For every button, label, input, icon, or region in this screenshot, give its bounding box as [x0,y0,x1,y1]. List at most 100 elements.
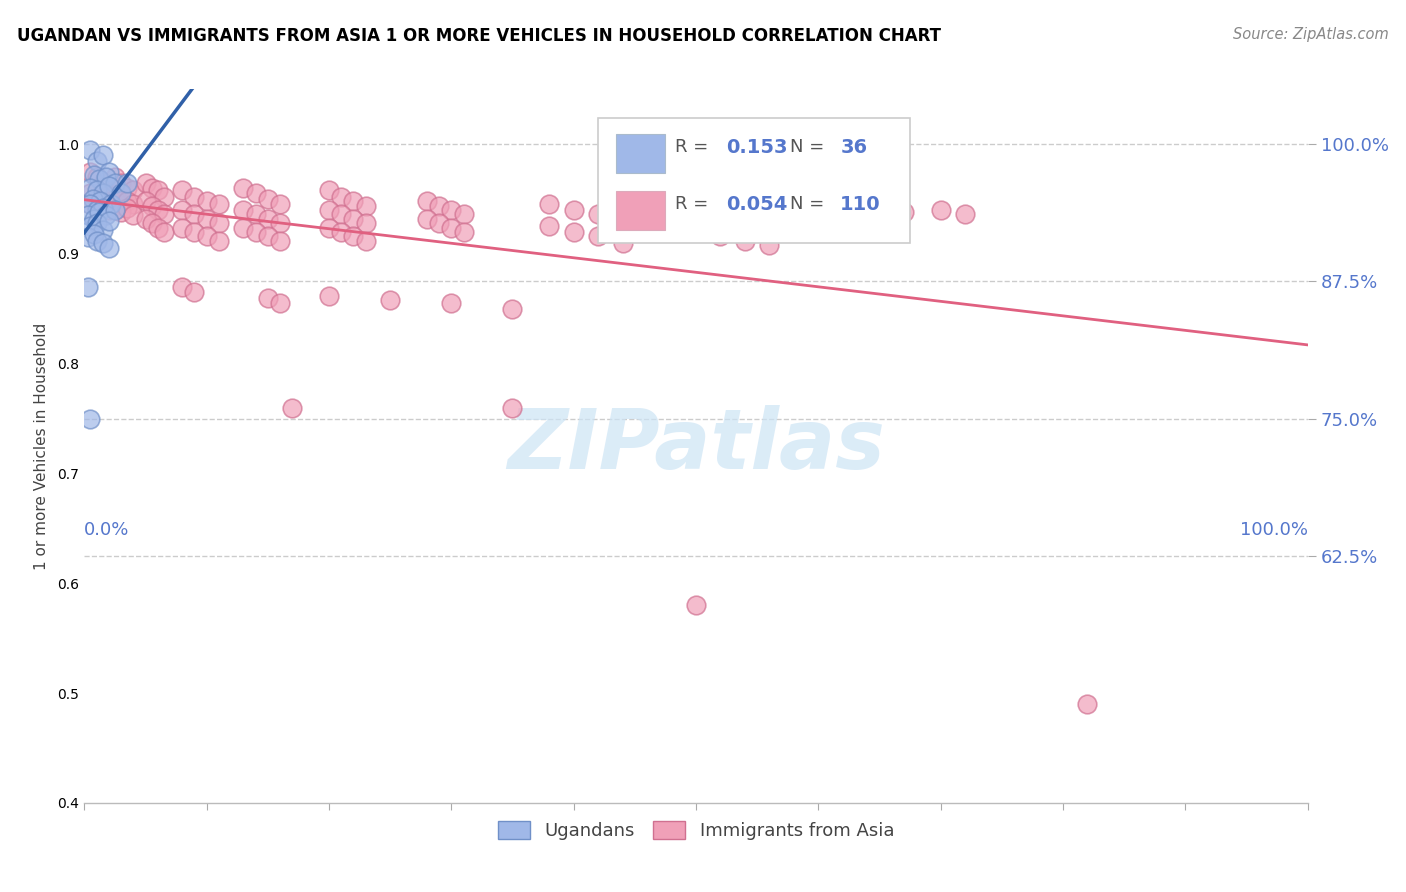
Point [453,225,475,239]
Point [83,211,105,226]
Point [538,219,561,234]
Point [79,197,101,211]
Point [141,216,163,230]
Point [100,197,122,211]
Point [87,172,110,186]
Point [79,181,101,195]
Point [612,235,634,250]
Point [104,176,127,190]
Point [709,229,731,244]
Point [257,192,280,206]
Point [245,207,267,221]
Point [97,214,120,228]
Point [91,186,114,201]
Point [79,219,101,234]
Point [440,202,463,217]
Point [232,220,254,235]
Point [86,216,108,230]
Point [538,197,561,211]
Point [135,211,157,226]
Point [440,296,463,310]
Point [893,205,915,219]
Point [172,220,194,235]
Point [110,186,132,201]
Point [97,178,120,193]
Point [86,169,108,184]
Point [110,205,132,219]
Point [612,211,634,226]
Point [83,168,105,182]
Point [318,288,340,302]
Point [83,227,105,241]
Point [97,202,120,217]
Text: 0.0%: 0.0% [84,521,129,539]
Point [104,192,127,206]
Point [183,225,205,239]
Point [953,207,976,221]
Point [232,202,254,217]
Point [195,211,218,226]
Point [86,192,108,206]
Point [440,220,463,235]
Point [141,181,163,195]
Point [115,194,138,209]
Text: 0.054: 0.054 [727,194,787,213]
Point [82,192,104,206]
Point [89,194,111,209]
Point [86,183,108,197]
Point [97,190,120,204]
Point [96,209,118,223]
Point [208,197,231,211]
Text: 100.0%: 100.0% [1240,521,1308,539]
Point [502,401,524,415]
Point [758,238,780,252]
Point [195,229,218,244]
Legend: Ugandans, Immigrants from Asia: Ugandans, Immigrants from Asia [491,814,901,847]
Point [685,225,707,239]
Point [245,225,267,239]
Point [91,194,114,209]
Text: 0.153: 0.153 [727,137,787,156]
Point [146,220,169,235]
FancyBboxPatch shape [598,118,910,243]
Point [1076,697,1098,711]
Point [318,183,340,197]
Point [122,183,145,197]
Point [91,183,114,197]
Point [135,176,157,190]
Point [354,216,377,230]
Point [97,181,120,195]
Point [183,207,205,221]
Point [330,207,353,221]
Point [427,198,450,212]
Point [257,229,280,244]
Point [734,211,756,226]
Point [586,229,609,244]
Point [734,234,756,248]
Point [172,183,194,197]
Point [318,220,340,235]
Point [318,202,340,217]
Point [562,225,585,239]
Point [91,201,114,215]
Point [97,241,120,255]
Point [104,202,127,217]
Text: ZIPatlas: ZIPatlas [508,406,884,486]
Point [269,296,291,310]
Point [232,181,254,195]
Point [257,291,280,305]
Text: R =: R = [675,195,709,213]
Point [77,230,100,244]
Point [122,209,145,223]
Point [330,190,353,204]
FancyBboxPatch shape [616,191,665,230]
Text: N =: N = [790,195,824,213]
Point [87,205,110,219]
Text: N =: N = [790,138,824,156]
Point [172,280,194,294]
Point [453,207,475,221]
Point [342,229,364,244]
Text: 36: 36 [841,137,868,156]
Point [257,211,280,226]
Point [208,216,231,230]
